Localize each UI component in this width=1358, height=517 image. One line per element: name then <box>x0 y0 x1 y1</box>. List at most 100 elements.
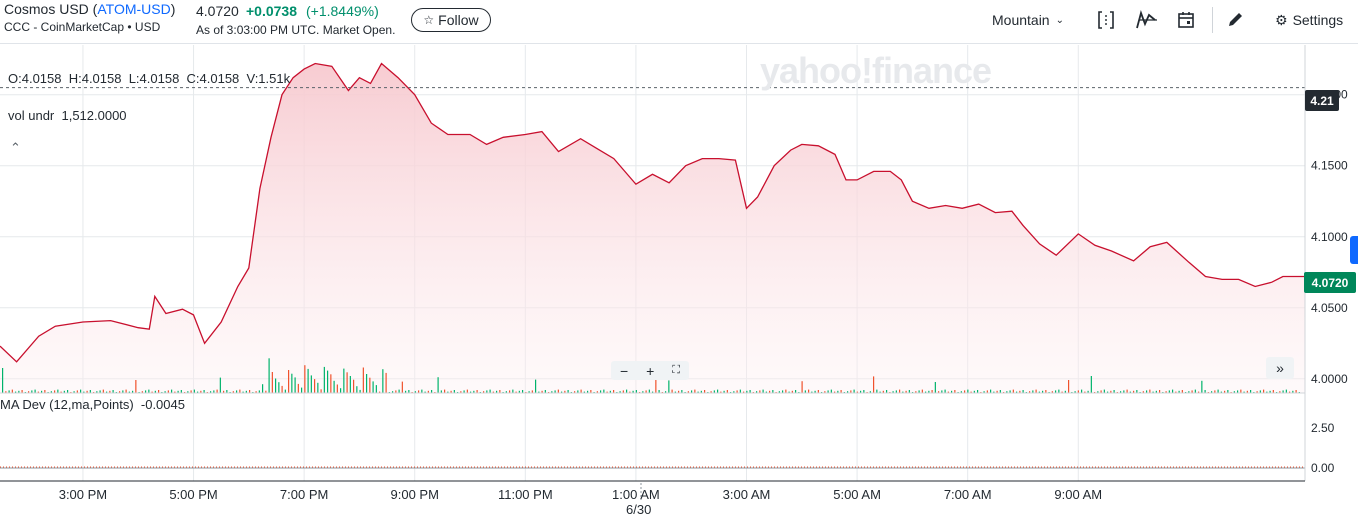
volume-bar <box>122 390 124 393</box>
name-prefix: Cosmos USD ( <box>4 1 98 17</box>
volume-bar <box>1084 391 1086 393</box>
x-tick-label: 1:00 AM <box>612 487 660 502</box>
volume-bar <box>489 389 491 393</box>
volume-bar <box>622 390 624 393</box>
last-price-tag: 4.0720 <box>1304 272 1356 293</box>
volume-bar <box>960 391 962 393</box>
volume-bar <box>587 390 589 393</box>
volume-bar <box>418 390 420 393</box>
x-tick-label: 9:00 AM <box>1054 487 1102 502</box>
volume-bar <box>538 391 540 393</box>
reset-zoom-icon[interactable]: ⛶ <box>672 364 680 376</box>
volume-bar <box>470 391 472 393</box>
volume-bar <box>1012 389 1014 393</box>
madev-axis-ticks: 2.50 0.00 <box>1311 421 1335 475</box>
collapse-legend-icon[interactable]: ⌃ <box>10 140 21 155</box>
volume-bar <box>1077 390 1079 393</box>
volume-bar <box>197 391 199 393</box>
volume-bar <box>216 389 218 393</box>
calendar-icon <box>1178 12 1194 28</box>
volume-bar <box>1123 390 1125 393</box>
volume-bar <box>392 391 394 393</box>
range-select-button[interactable] <box>1097 8 1115 32</box>
volume-bar <box>1201 380 1203 393</box>
volume-bar <box>1237 390 1239 393</box>
volume-bar <box>596 391 598 393</box>
symbol-link[interactable]: ATOM-USD <box>97 1 171 17</box>
volume-bar <box>223 390 225 393</box>
indicators-button[interactable] <box>1135 8 1159 32</box>
scroll-to-end-button[interactable]: » <box>1266 357 1294 379</box>
volume-bar <box>1090 376 1092 393</box>
volume-bar <box>970 391 972 393</box>
volume-bar <box>106 391 108 393</box>
volume-bar <box>600 390 602 393</box>
volume-bar <box>860 390 862 393</box>
volume-bar <box>80 389 82 393</box>
volume-bar <box>700 390 702 393</box>
x-tick-label: 7:00 AM <box>944 487 992 502</box>
volume-bar <box>11 389 13 393</box>
volume-bar <box>483 391 485 393</box>
indicator-chart-icon <box>1136 10 1157 29</box>
volume-bar <box>369 377 371 393</box>
volume-bar <box>174 391 176 393</box>
volume-bar <box>210 391 212 393</box>
volume-bar <box>310 375 312 393</box>
volume-bar <box>333 380 335 393</box>
volume-bar <box>522 390 524 393</box>
volume-bar <box>925 391 927 393</box>
volume-bar <box>125 389 127 393</box>
volume-bar <box>577 390 579 393</box>
ohlc-readout: O:4.0158 H:4.0158 L:4.0158 C:4.0158 V:1.… <box>8 71 291 86</box>
volume-bar <box>119 391 121 393</box>
price-line <box>0 62 1305 363</box>
volume-bar <box>1191 390 1193 393</box>
volume-bar <box>330 374 332 393</box>
volume-bar <box>385 372 387 393</box>
volume-bar <box>372 381 374 393</box>
reference-price-tag: 4.21 <box>1305 90 1339 111</box>
date-marker: 6/30 <box>626 502 652 517</box>
volume-bar <box>824 391 826 393</box>
volume-bar <box>772 390 774 393</box>
volume-bar <box>1087 390 1089 393</box>
volume-bar <box>440 390 442 393</box>
volume-bar <box>905 390 907 393</box>
volume-bar <box>314 379 316 393</box>
settings-button[interactable]: ⚙ Settings <box>1275 8 1343 32</box>
volume-bar <box>856 391 858 393</box>
y-tick-label: 4.0500 <box>1311 301 1348 315</box>
volume-bar <box>1068 380 1070 393</box>
volume-bar <box>327 370 329 393</box>
price-area <box>0 63 1305 393</box>
volume-bar <box>863 390 865 393</box>
y-tick-label: 4.1500 <box>1311 159 1348 173</box>
volume-bar <box>60 391 62 393</box>
volume-bar <box>629 391 631 393</box>
volume-bar <box>1051 391 1053 393</box>
volume-bar <box>187 391 189 393</box>
volume-bar <box>886 390 888 393</box>
zoom-out-button[interactable]: − <box>619 362 629 379</box>
follow-button[interactable]: ☆ Follow <box>411 8 491 32</box>
star-icon: ☆ <box>423 13 435 27</box>
volume-bar <box>1146 390 1148 393</box>
volume-bar <box>609 390 611 393</box>
volume-bar <box>801 381 803 393</box>
side-panel-tab[interactable] <box>1350 236 1358 264</box>
volume-bar <box>505 391 507 393</box>
volume-bar <box>632 390 634 393</box>
madev-tick-label: 2.50 <box>1311 421 1335 435</box>
theme-dropdown[interactable]: Mountain ⌄ <box>992 8 1064 32</box>
zoom-in-button[interactable]: + <box>646 362 655 379</box>
volume-bar <box>1243 391 1245 393</box>
exchange-label: CCC - CoinMarketCap • USD <box>4 20 161 34</box>
volume-bar <box>1295 390 1297 393</box>
volume-bar <box>1058 389 1060 393</box>
draw-tool-button[interactable] <box>1226 8 1244 32</box>
volume-bar <box>551 391 553 393</box>
y-tick-label: 4.1000 <box>1311 230 1348 244</box>
events-calendar-button[interactable] <box>1177 8 1195 32</box>
